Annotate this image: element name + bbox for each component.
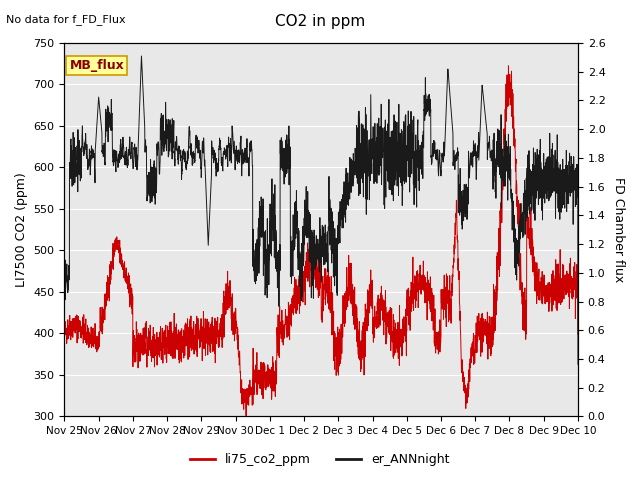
Legend: li75_co2_ppm, er_ANNnight: li75_co2_ppm, er_ANNnight bbox=[186, 448, 454, 471]
Text: CO2 in ppm: CO2 in ppm bbox=[275, 14, 365, 29]
Text: MB_flux: MB_flux bbox=[70, 59, 124, 72]
Y-axis label: FD Chamber flux: FD Chamber flux bbox=[612, 177, 625, 282]
Y-axis label: LI7500 CO2 (ppm): LI7500 CO2 (ppm) bbox=[15, 172, 28, 287]
Text: No data for f_FD_Flux: No data for f_FD_Flux bbox=[6, 14, 126, 25]
